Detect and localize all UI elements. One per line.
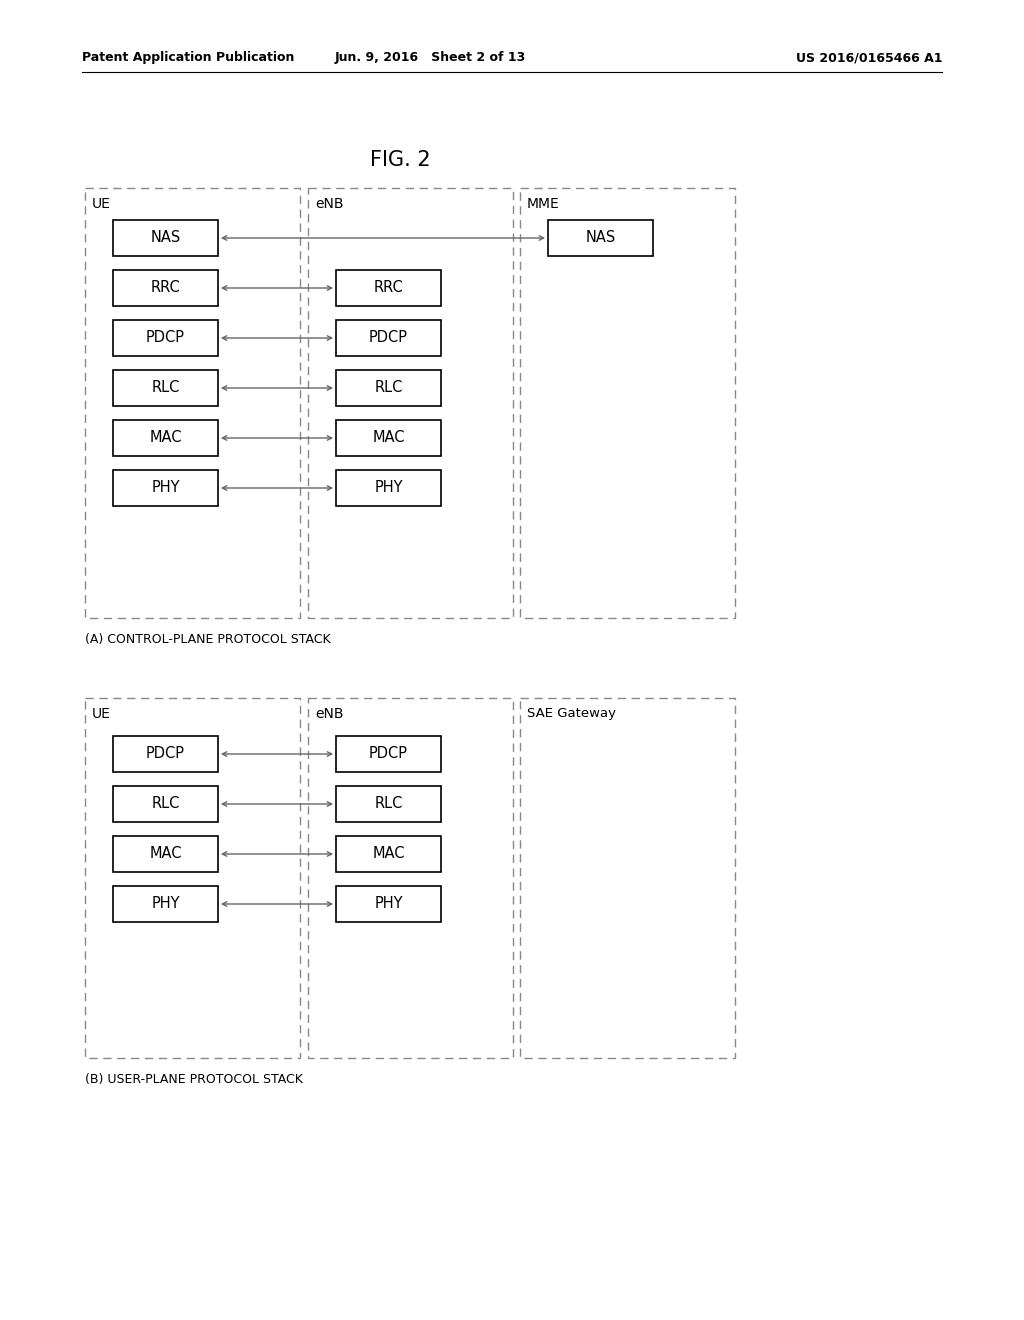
Bar bbox=[336, 470, 441, 506]
Bar bbox=[113, 886, 218, 921]
Bar bbox=[308, 698, 513, 1059]
Text: Patent Application Publication: Patent Application Publication bbox=[82, 51, 294, 65]
Text: RRC: RRC bbox=[151, 281, 180, 296]
Bar bbox=[113, 220, 218, 256]
Bar bbox=[85, 187, 300, 618]
Text: UE: UE bbox=[92, 197, 111, 211]
Text: Jun. 9, 2016   Sheet 2 of 13: Jun. 9, 2016 Sheet 2 of 13 bbox=[335, 51, 525, 65]
Bar bbox=[548, 220, 653, 256]
Text: PHY: PHY bbox=[374, 896, 402, 912]
Text: RLC: RLC bbox=[375, 380, 402, 396]
Text: NAS: NAS bbox=[586, 231, 615, 246]
Bar bbox=[336, 420, 441, 455]
Bar bbox=[113, 470, 218, 506]
Bar bbox=[113, 370, 218, 407]
Text: PDCP: PDCP bbox=[146, 747, 185, 762]
Text: MME: MME bbox=[527, 197, 560, 211]
Text: RRC: RRC bbox=[374, 281, 403, 296]
Bar bbox=[336, 836, 441, 873]
Bar bbox=[336, 785, 441, 822]
Text: PDCP: PDCP bbox=[369, 747, 408, 762]
Bar bbox=[336, 737, 441, 772]
Text: eNB: eNB bbox=[315, 708, 343, 721]
Text: PHY: PHY bbox=[152, 480, 180, 495]
Bar bbox=[113, 785, 218, 822]
Bar bbox=[113, 319, 218, 356]
Bar bbox=[520, 187, 735, 618]
Text: RLC: RLC bbox=[375, 796, 402, 812]
Text: UE: UE bbox=[92, 708, 111, 721]
Text: MAC: MAC bbox=[150, 430, 181, 446]
Text: RLC: RLC bbox=[152, 380, 179, 396]
Bar bbox=[85, 698, 300, 1059]
Text: MAC: MAC bbox=[373, 846, 404, 862]
Text: US 2016/0165466 A1: US 2016/0165466 A1 bbox=[796, 51, 942, 65]
Bar bbox=[336, 370, 441, 407]
Text: RLC: RLC bbox=[152, 796, 179, 812]
Bar bbox=[113, 420, 218, 455]
Bar bbox=[113, 271, 218, 306]
Bar bbox=[336, 886, 441, 921]
Bar bbox=[113, 836, 218, 873]
Text: (A) CONTROL-PLANE PROTOCOL STACK: (A) CONTROL-PLANE PROTOCOL STACK bbox=[85, 634, 331, 647]
Text: PDCP: PDCP bbox=[369, 330, 408, 346]
Bar bbox=[336, 271, 441, 306]
Text: PHY: PHY bbox=[152, 896, 180, 912]
Text: MAC: MAC bbox=[150, 846, 181, 862]
Text: SAE Gateway: SAE Gateway bbox=[527, 708, 616, 721]
Text: PDCP: PDCP bbox=[146, 330, 185, 346]
Bar bbox=[113, 737, 218, 772]
Text: MAC: MAC bbox=[373, 430, 404, 446]
Text: NAS: NAS bbox=[151, 231, 180, 246]
Bar bbox=[336, 319, 441, 356]
Bar bbox=[520, 698, 735, 1059]
Text: FIG. 2: FIG. 2 bbox=[370, 150, 430, 170]
Text: PHY: PHY bbox=[374, 480, 402, 495]
Text: eNB: eNB bbox=[315, 197, 343, 211]
Text: (B) USER-PLANE PROTOCOL STACK: (B) USER-PLANE PROTOCOL STACK bbox=[85, 1073, 303, 1086]
Bar bbox=[308, 187, 513, 618]
